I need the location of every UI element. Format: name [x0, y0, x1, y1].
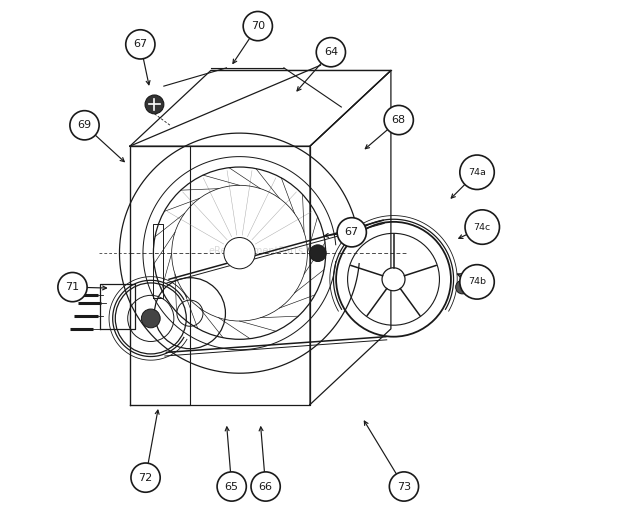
Text: 66: 66 — [259, 481, 273, 492]
Text: 64: 64 — [324, 47, 338, 57]
Circle shape — [70, 111, 99, 140]
Text: 65: 65 — [224, 481, 239, 492]
Text: 70: 70 — [250, 21, 265, 31]
Text: 72: 72 — [138, 472, 153, 483]
Circle shape — [382, 268, 405, 291]
Text: 73: 73 — [397, 481, 411, 492]
Circle shape — [251, 472, 280, 501]
Circle shape — [456, 280, 469, 294]
Circle shape — [337, 218, 366, 247]
Text: 67: 67 — [345, 227, 359, 238]
Text: 68: 68 — [392, 115, 406, 125]
Circle shape — [58, 272, 87, 302]
Circle shape — [243, 11, 272, 41]
Text: 74c: 74c — [474, 222, 491, 232]
Circle shape — [145, 95, 164, 114]
Circle shape — [309, 245, 326, 262]
Circle shape — [460, 265, 494, 299]
Circle shape — [126, 30, 155, 59]
Circle shape — [224, 238, 255, 269]
Text: 74a: 74a — [468, 168, 486, 177]
Circle shape — [141, 309, 160, 328]
Text: 67: 67 — [133, 39, 148, 50]
Circle shape — [131, 463, 160, 492]
Circle shape — [460, 155, 494, 189]
Circle shape — [384, 105, 414, 135]
Circle shape — [316, 38, 345, 67]
Text: 69: 69 — [78, 120, 92, 130]
Text: eReplacementParts.com: eReplacementParts.com — [209, 245, 328, 256]
Circle shape — [217, 472, 246, 501]
Circle shape — [389, 472, 419, 501]
Text: 74b: 74b — [468, 277, 486, 287]
Circle shape — [465, 210, 500, 244]
Text: 71: 71 — [66, 282, 79, 292]
